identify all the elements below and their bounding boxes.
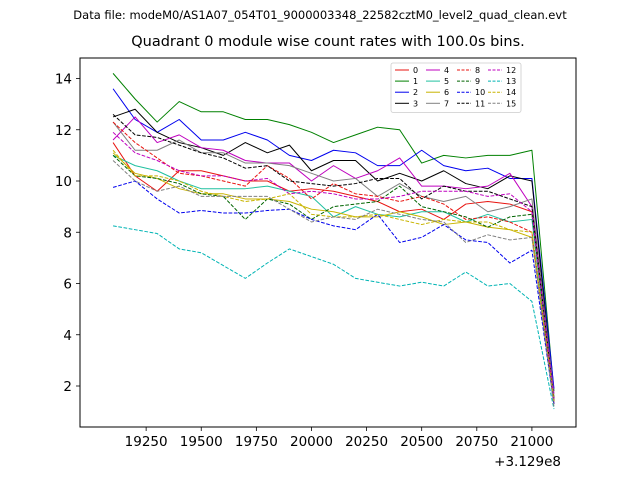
x-axis-offset-label: +3.129e8 xyxy=(494,454,561,470)
x-tick-label: 21000 xyxy=(510,434,553,450)
y-tick-label: 8 xyxy=(63,225,72,241)
legend-label-10: 10 xyxy=(475,88,485,97)
series-line-6 xyxy=(112,152,555,402)
legend-label-11: 11 xyxy=(475,99,485,108)
series-line-12 xyxy=(112,131,555,399)
series-layer xyxy=(112,73,555,410)
legend-label-0: 0 xyxy=(413,66,418,75)
series-line-7 xyxy=(112,121,555,397)
series-line-3 xyxy=(112,108,555,399)
x-tick-label: 19750 xyxy=(235,434,278,450)
series-line-10 xyxy=(112,180,555,405)
series-line-15 xyxy=(112,160,555,407)
legend-label-9: 9 xyxy=(475,77,480,86)
legend-label-14: 14 xyxy=(506,88,516,97)
legend-label-6: 6 xyxy=(444,88,449,97)
legend-label-15: 15 xyxy=(506,99,516,108)
legend-label-7: 7 xyxy=(444,99,449,108)
x-tick-label: 19500 xyxy=(180,434,223,450)
legend-label-4: 4 xyxy=(444,66,449,75)
legend-label-13: 13 xyxy=(506,77,516,86)
chart-title: Quadrant 0 module wise count rates with … xyxy=(131,34,525,50)
x-tick-label: 20250 xyxy=(345,434,388,450)
legend-label-3: 3 xyxy=(413,99,418,108)
series-line-14 xyxy=(112,149,555,402)
series-line-2 xyxy=(112,88,555,389)
series-line-11 xyxy=(112,114,555,402)
legend-box xyxy=(390,62,522,113)
legend-label-1: 1 xyxy=(413,77,418,86)
x-tick-label: 19250 xyxy=(125,434,168,450)
y-tick-label: 10 xyxy=(55,174,72,190)
legend-label-5: 5 xyxy=(444,77,449,86)
series-line-13 xyxy=(112,225,555,410)
series-line-0 xyxy=(112,142,555,404)
series-line-4 xyxy=(112,116,555,394)
series-line-1 xyxy=(112,73,555,392)
y-tick-label: 4 xyxy=(63,328,72,344)
x-axis: 19250 19500 19750 20000 20250 20500 20750 21000 xyxy=(125,427,553,450)
legend-label-12: 12 xyxy=(506,66,516,75)
x-tick-label: 20000 xyxy=(290,434,333,450)
legend-label-8: 8 xyxy=(475,66,480,75)
suptitle: Data file: modeM0/AS1A07_054T01_90000033… xyxy=(73,8,567,22)
series-line-9 xyxy=(112,155,555,399)
x-tick-label: 20750 xyxy=(455,434,498,450)
y-tick-label: 12 xyxy=(55,123,72,139)
y-tick-label: 2 xyxy=(63,379,72,395)
series-line-8 xyxy=(112,121,555,402)
y-tick-label: 14 xyxy=(55,72,72,88)
series-line-5 xyxy=(112,154,555,402)
y-tick-label: 6 xyxy=(63,277,72,293)
y-axis: 2 4 6 8 10 12 14 xyxy=(55,72,80,395)
x-tick-label: 20500 xyxy=(400,434,443,450)
legend-label-2: 2 xyxy=(413,88,418,97)
plot-area-frame xyxy=(79,57,577,428)
